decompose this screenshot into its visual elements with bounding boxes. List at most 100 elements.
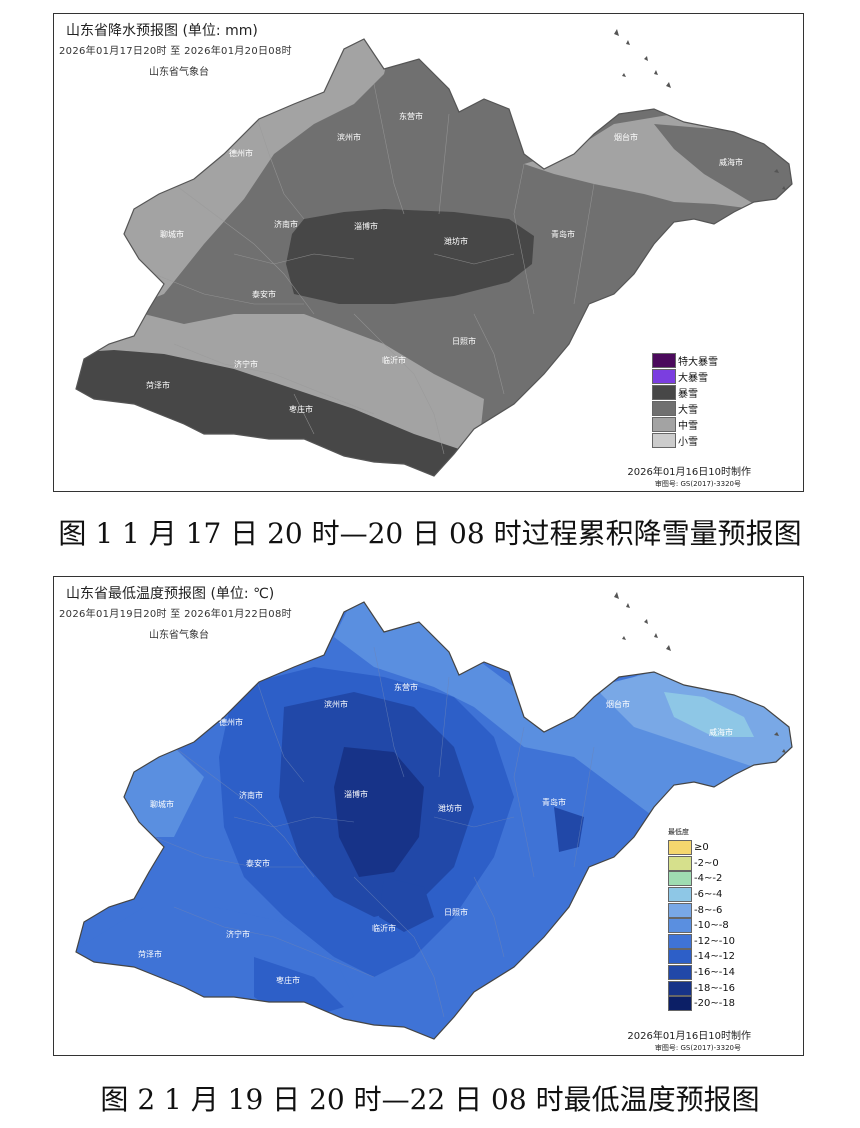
legend-label: 大暴雪 xyxy=(678,372,708,384)
city-label: 烟台市 xyxy=(606,700,630,709)
legend-label: -8~-6 xyxy=(694,904,723,916)
city-label: 枣庄市 xyxy=(276,976,300,985)
legend-label: -4~-2 xyxy=(694,873,723,885)
map2-org: 山东省气象台 xyxy=(149,630,209,641)
legend-swatch xyxy=(668,855,692,871)
city-label: 泰安市 xyxy=(252,290,276,299)
city-label: 东营市 xyxy=(399,112,423,121)
map1-review-number: 审图号: GS(2017)-3320号 xyxy=(654,480,741,488)
city-label: 济宁市 xyxy=(226,930,250,939)
legend-label: -2~0 xyxy=(694,857,719,869)
city-label: 淄博市 xyxy=(354,222,378,231)
city-label: 临沂市 xyxy=(372,924,396,933)
map1-org: 山东省气象台 xyxy=(149,67,209,78)
legend-label: 特大暴雪 xyxy=(678,356,718,368)
map2-review-number: 审图号: GS(2017)-3320号 xyxy=(654,1044,741,1052)
legend-swatch xyxy=(668,980,692,996)
map1-made-time: 2026年01月16日10时制作 xyxy=(627,467,751,478)
legend-title: 最低度 xyxy=(668,828,689,836)
city-label: 烟台市 xyxy=(614,133,638,142)
city-label: 威海市 xyxy=(719,158,743,167)
legend-label: -6~-4 xyxy=(694,889,723,901)
city-label: 潍坊市 xyxy=(438,804,462,813)
snowfall-forecast-map: 山东省降水预报图 (单位: mm) 2026年01月17日20时 至 2026年… xyxy=(53,13,804,492)
islands xyxy=(614,29,786,190)
city-label: 威海市 xyxy=(709,728,733,737)
map2-period: 2026年01月19日20时 至 2026年01月22日08时 xyxy=(59,609,292,620)
snowfall-legend: 特大暴雪大暴雪暴雪大雪中雪小雪 xyxy=(652,352,718,448)
map2-title: 山东省最低温度预报图 (单位: ℃) xyxy=(66,586,275,602)
legend-entry: -12~-10 xyxy=(668,933,736,950)
legend-label: -10~-8 xyxy=(694,920,729,932)
legend-entry: 小雪 xyxy=(652,432,718,448)
temperature-legend: 最低度 ≥0 -2~0 -4~-2 -6~-4 -8~-6 -10~-8 -12~-10 -1… xyxy=(668,827,735,1012)
legend-label: -18~-16 xyxy=(694,982,736,994)
city-label: 临沂市 xyxy=(382,356,406,365)
legend-label: -20~-18 xyxy=(694,998,736,1010)
map1-period: 2026年01月17日20时 至 2026年01月20日08时 xyxy=(59,46,292,57)
legend-entry: 大暴雪 xyxy=(652,368,718,384)
legend-swatch xyxy=(668,902,692,918)
legend-label: 小雪 xyxy=(678,436,698,448)
city-label: 德州市 xyxy=(219,718,243,727)
legend-swatch xyxy=(652,352,676,368)
figure1-caption: 图 1 1 月 17 日 20 时—20 日 08 时过程累积降雪量预报图 xyxy=(58,517,802,550)
temperature-map-graphic xyxy=(75,592,793,1040)
city-label: 青岛市 xyxy=(551,230,575,239)
legend-entry: -14~-12 xyxy=(668,949,735,965)
city-label: 济南市 xyxy=(239,791,263,800)
min-temperature-forecast-map: 山东省最低温度预报图 (单位: ℃) 2026年01月19日20时 至 2026… xyxy=(53,576,804,1056)
city-label: 菏泽市 xyxy=(138,950,162,959)
legend-label: 大雪 xyxy=(678,404,698,416)
legend-entry: ≥0 xyxy=(668,840,735,856)
legend-swatch xyxy=(668,887,692,903)
legend-label: -12~-10 xyxy=(694,935,736,947)
legend-label: -16~-14 xyxy=(694,967,736,979)
legend-swatch xyxy=(652,400,676,416)
city-label: 德州市 xyxy=(229,149,253,158)
legend-swatch xyxy=(652,432,676,448)
legend-swatch xyxy=(668,933,692,949)
legend-swatch xyxy=(652,384,676,400)
legend-entry: 暴雪 xyxy=(652,384,718,400)
legend-entry: -18~-16 xyxy=(668,980,735,996)
legend-entry: -10~-8 xyxy=(668,918,735,934)
legend-entry: -20~-18 xyxy=(668,996,735,1012)
legend-label: -14~-12 xyxy=(694,951,736,963)
city-label: 滨州市 xyxy=(337,133,361,142)
legend-swatch xyxy=(652,416,676,432)
city-label: 日照市 xyxy=(444,908,468,917)
islands xyxy=(614,592,786,753)
legend-swatch xyxy=(668,871,692,887)
city-label: 菏泽市 xyxy=(146,381,170,390)
legend-entry: -16~-14 xyxy=(668,965,735,981)
legend-swatch xyxy=(668,918,692,934)
legend-swatch xyxy=(668,949,692,965)
city-label: 日照市 xyxy=(452,337,476,346)
city-label: 聊城市 xyxy=(160,230,184,239)
legend-entry: 中雪 xyxy=(652,416,718,432)
legend-swatch xyxy=(668,840,692,856)
legend-label: 暴雪 xyxy=(678,388,698,400)
legend-swatch xyxy=(668,965,692,981)
map1-title: 山东省降水预报图 (单位: mm) xyxy=(66,23,258,39)
city-label: 滨州市 xyxy=(324,700,348,709)
city-label: 济宁市 xyxy=(234,360,258,369)
legend-entry: 大雪 xyxy=(652,400,718,416)
map2-made-time: 2026年01月16日10时制作 xyxy=(627,1031,751,1042)
legend-entry: -8~-6 xyxy=(668,902,735,918)
legend-swatch xyxy=(668,996,692,1012)
city-label: 泰安市 xyxy=(246,859,270,868)
city-label: 聊城市 xyxy=(150,800,174,809)
city-label: 枣庄市 xyxy=(289,405,313,414)
city-label: 潍坊市 xyxy=(444,237,468,246)
legend-entry: 特大暴雪 xyxy=(652,352,718,368)
legend-entry: -6~-4 xyxy=(668,887,735,903)
legend-label: 中雪 xyxy=(678,420,698,432)
city-label: 青岛市 xyxy=(542,798,566,807)
legend-label: ≥0 xyxy=(694,842,709,854)
legend-swatch xyxy=(652,368,676,384)
legend-entry: -2~0 xyxy=(668,855,735,872)
city-label: 东营市 xyxy=(394,683,418,692)
snowfall-map-graphic xyxy=(75,29,793,477)
